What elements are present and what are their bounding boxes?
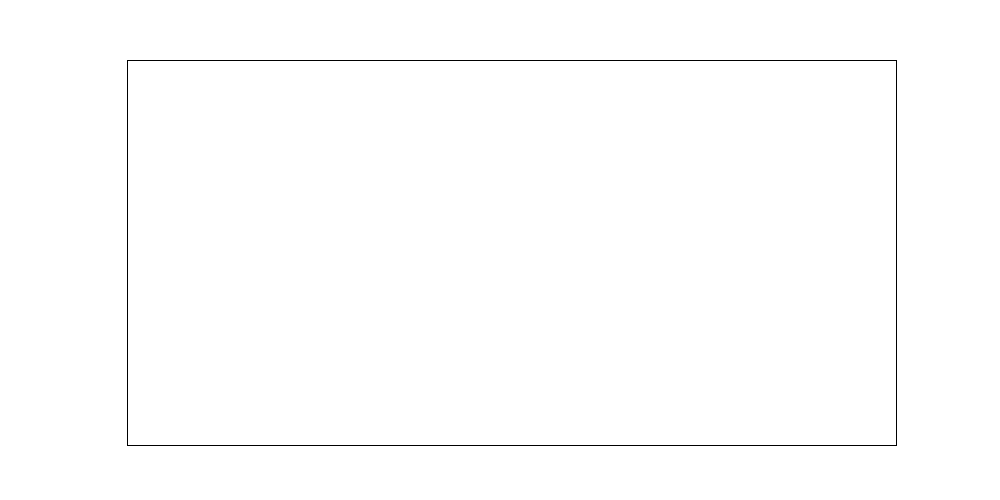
word-cloud-frame	[127, 60, 897, 446]
word-cloud	[128, 61, 896, 445]
